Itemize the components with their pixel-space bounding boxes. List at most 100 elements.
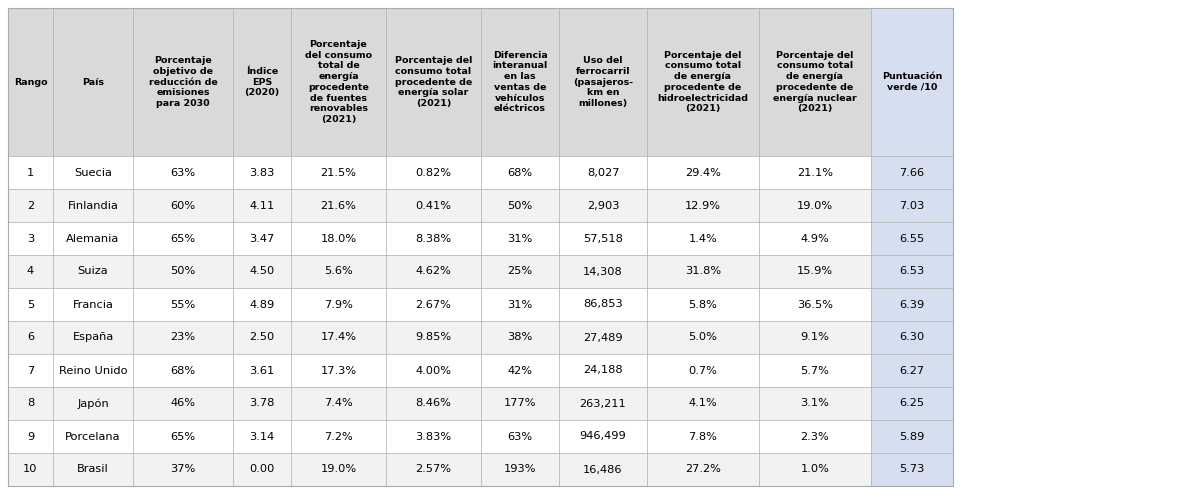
Bar [133,387,233,420]
Bar [386,255,481,288]
Text: 3.61: 3.61 [250,365,275,376]
Text: 3.78: 3.78 [250,399,275,409]
Bar [760,420,871,453]
Bar [133,420,233,453]
Text: 177%: 177% [504,399,536,409]
Text: 6.39: 6.39 [899,299,925,309]
Text: 7.66: 7.66 [900,168,924,178]
Text: Puntuación
verde /10: Puntuación verde /10 [882,72,942,92]
Text: 3.83: 3.83 [250,168,275,178]
Text: Reino Unido: Reino Unido [59,365,127,376]
Bar [481,453,559,486]
Bar [53,255,133,288]
Bar [871,255,953,288]
Bar [481,387,559,420]
Text: 0.7%: 0.7% [689,365,718,376]
Text: Porcentaje del
consumo total
de energía
procedente de
hidroelectricidad
(2021): Porcentaje del consumo total de energía … [658,50,749,113]
Bar [133,321,233,354]
Bar [481,321,559,354]
Bar [292,420,386,453]
Bar [8,8,953,486]
Bar [53,387,133,420]
Bar [481,255,559,288]
Text: 55%: 55% [170,299,196,309]
Text: Porcentaje
del consumo
total de
energía
procedente
de fuentes
renovables
(2021): Porcentaje del consumo total de energía … [305,40,372,124]
Text: 31%: 31% [508,299,533,309]
Text: Índice
EPS
(2020): Índice EPS (2020) [245,67,280,97]
Text: España: España [72,332,114,342]
Bar [233,255,292,288]
Bar [292,255,386,288]
Bar [481,288,559,321]
Text: 4.1%: 4.1% [689,399,718,409]
Text: 7.9%: 7.9% [324,299,353,309]
Bar [760,189,871,222]
Bar [871,453,953,486]
Text: 38%: 38% [508,332,533,342]
Text: 193%: 193% [504,465,536,475]
Bar [233,354,292,387]
Text: 5.8%: 5.8% [689,299,718,309]
Bar [386,288,481,321]
Text: 50%: 50% [508,201,533,211]
Bar [133,222,233,255]
Text: 15.9%: 15.9% [797,266,833,276]
Text: 19.0%: 19.0% [797,201,833,211]
Bar [559,255,647,288]
Text: Porcelana: Porcelana [65,432,121,442]
Text: 4.11: 4.11 [250,201,275,211]
Text: 7.2%: 7.2% [324,432,353,442]
Text: 5.73: 5.73 [899,465,925,475]
Text: 50%: 50% [170,266,196,276]
Bar [53,189,133,222]
Text: 7.03: 7.03 [899,201,925,211]
Bar [233,321,292,354]
Bar [386,420,481,453]
Bar [481,354,559,387]
Text: 63%: 63% [508,432,533,442]
Text: 2: 2 [26,201,34,211]
Bar [647,288,760,321]
Text: 46%: 46% [170,399,196,409]
Text: Rango: Rango [13,77,47,86]
Bar [647,354,760,387]
Bar [53,321,133,354]
Bar [386,8,481,156]
Text: 68%: 68% [508,168,533,178]
Text: 6: 6 [26,332,34,342]
Bar [647,189,760,222]
Text: 6.55: 6.55 [899,234,925,244]
Bar [386,321,481,354]
Bar [386,189,481,222]
Text: 18.0%: 18.0% [320,234,356,244]
Text: 31.8%: 31.8% [685,266,721,276]
Text: 9.85%: 9.85% [415,332,451,342]
Bar [133,189,233,222]
Text: 60%: 60% [170,201,196,211]
Text: 9.1%: 9.1% [800,332,829,342]
Text: Diferencia
interanual
en las
ventas de
vehículos
eléctricos: Diferencia interanual en las ventas de v… [492,50,547,113]
Text: 29.4%: 29.4% [685,168,721,178]
Text: País: País [82,77,104,86]
Text: 63%: 63% [170,168,196,178]
Bar [8,156,53,189]
Bar [233,453,292,486]
Bar [871,156,953,189]
Bar [53,8,133,156]
Bar [8,354,53,387]
Text: 37%: 37% [170,465,196,475]
Bar [647,387,760,420]
Text: Porcentaje del
consumo total
procedente de
energía solar
(2021): Porcentaje del consumo total procedente … [395,56,472,108]
Bar [559,222,647,255]
Text: 1.4%: 1.4% [689,234,718,244]
Text: 25%: 25% [508,266,533,276]
Bar [871,288,953,321]
Text: 12.9%: 12.9% [685,201,721,211]
Text: 3.47: 3.47 [250,234,275,244]
Bar [233,420,292,453]
Bar [871,321,953,354]
Text: 8.46%: 8.46% [415,399,451,409]
Bar [53,156,133,189]
Text: 8,027: 8,027 [587,168,619,178]
Text: 2.3%: 2.3% [800,432,829,442]
